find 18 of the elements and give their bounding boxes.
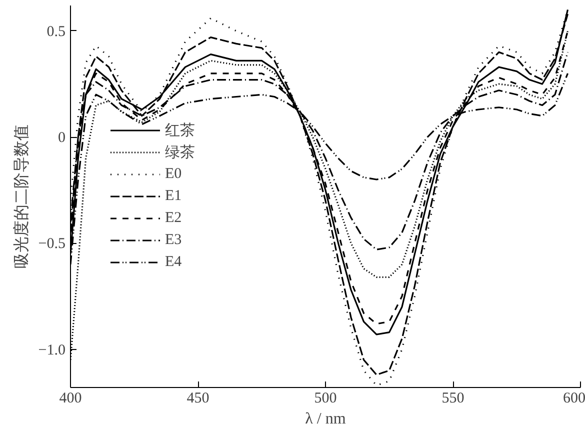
y-tick-label: 0.5 [46, 24, 66, 40]
legend-label: E3 [165, 232, 183, 248]
x-tick-label: 550 [442, 390, 464, 406]
legend-label: 红茶 [165, 122, 195, 140]
x-tick-label: 450 [186, 390, 210, 406]
x-tick-label: 500 [314, 390, 337, 406]
y-tick-label: 0 [58, 130, 66, 146]
x-tick-label: 400 [59, 390, 82, 406]
legend-label: E0 [165, 166, 183, 182]
y-tick-label: −0.5 [38, 236, 66, 252]
x-axis-title: λ / nm [305, 410, 346, 428]
y-tick-label: −1.0 [38, 342, 66, 358]
y-axis-title: 吸光度的二阶导数值 [12, 124, 30, 268]
legend-label: E2 [165, 210, 183, 226]
legend-label: 绿茶 [165, 144, 195, 162]
legend-label: E4 [165, 254, 183, 270]
legend-label: E1 [165, 188, 183, 204]
x-tick-label: 600 [563, 390, 585, 406]
